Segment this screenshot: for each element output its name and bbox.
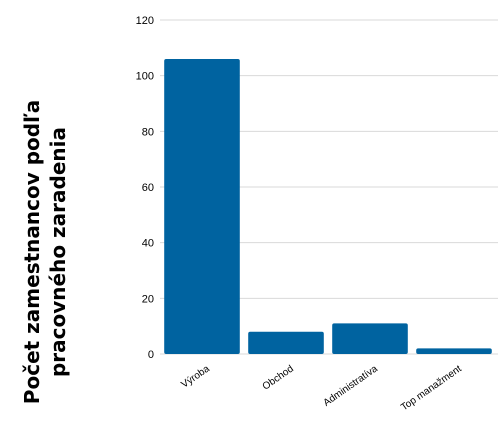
y-tick-label: 120 <box>136 15 154 27</box>
y-tick-label: 40 <box>142 238 154 250</box>
x-tick-label: Obchod <box>261 363 296 392</box>
y-axis-label-line-1: Počet zamestnancov podľa <box>20 100 44 404</box>
y-axis-ticks: 0 20 40 60 80 100 120 <box>136 15 154 361</box>
y-axis-label: Počet zamestnancov podľa pracovného zara… <box>20 100 70 404</box>
y-axis-label-line-2: pracovného zaradenia <box>46 127 70 377</box>
bar <box>164 58 240 354</box>
x-tick-label: Administratíva <box>322 363 381 409</box>
x-tick-label: Top manažment <box>399 363 464 413</box>
x-tick-label: Výroba <box>179 363 212 390</box>
y-tick-label: 20 <box>142 293 154 305</box>
y-tick-label: 60 <box>142 182 154 194</box>
bar <box>416 348 492 354</box>
x-axis-ticks: Výroba Obchod Administratíva Top manažment <box>179 363 463 413</box>
bar <box>248 331 324 354</box>
y-tick-label: 80 <box>142 126 154 138</box>
bars <box>164 58 492 354</box>
y-tick-label: 0 <box>148 349 154 361</box>
y-tick-label: 100 <box>136 71 154 83</box>
bar <box>332 323 408 354</box>
